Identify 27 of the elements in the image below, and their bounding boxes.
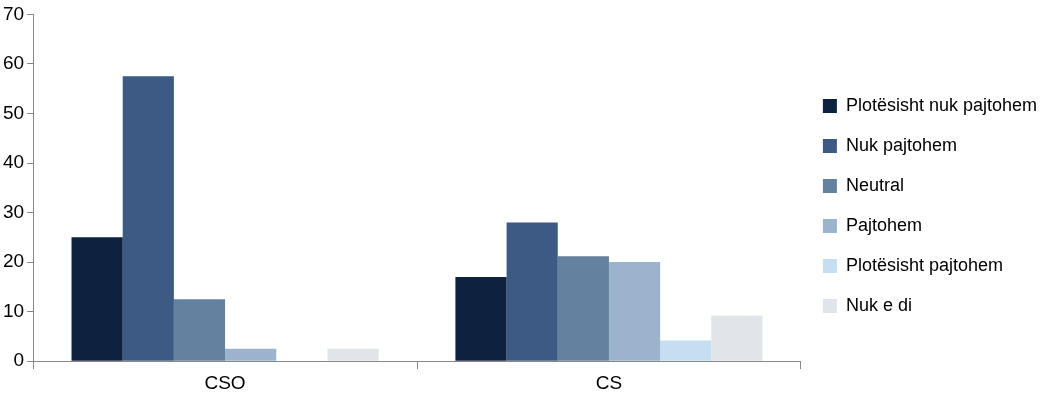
- y-tick-label: 50: [2, 101, 25, 123]
- bar: [455, 276, 507, 361]
- y-tick-label: 30: [2, 200, 25, 222]
- y-tick-label: 40: [2, 151, 25, 173]
- bar: [122, 76, 174, 361]
- bar: [660, 340, 712, 361]
- legend-label: Nuk pajtohem: [845, 134, 957, 155]
- bar: [225, 348, 277, 361]
- legend-label: Neutral: [845, 174, 904, 195]
- bar: [71, 237, 123, 361]
- y-tick-label: 0: [13, 349, 25, 371]
- bar: [327, 348, 379, 361]
- bar: [506, 222, 558, 361]
- x-tick-label: CS: [595, 371, 623, 393]
- y-tick-label: 10: [2, 299, 25, 321]
- legend-label: Plotësisht pajtohem: [845, 254, 1003, 275]
- bar: [173, 299, 226, 361]
- bar: [711, 315, 763, 361]
- bar: [557, 256, 609, 361]
- legend-label: Plotësisht nuk pajtohem: [845, 94, 1037, 115]
- y-tick-label: 70: [2, 2, 25, 24]
- legend-label: Nuk e di: [845, 294, 912, 315]
- x-tick-label: CSO: [204, 371, 246, 393]
- y-tick-label: 20: [2, 250, 25, 272]
- bar: [608, 262, 661, 361]
- legend-label: Pajtohem: [845, 214, 922, 235]
- y-tick-label: 60: [2, 52, 25, 74]
